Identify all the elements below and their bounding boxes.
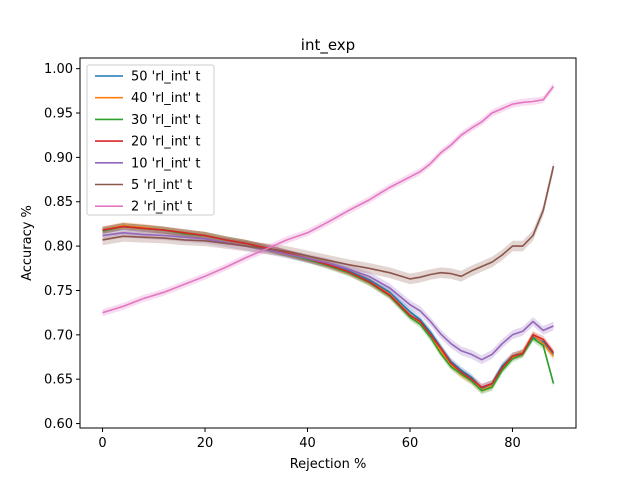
legend: 50 'rl_int' t 40 'rl_int' t 30 'rl_int' t 2…: [86, 64, 215, 216]
y-tick-label: 0.80: [44, 240, 73, 255]
chart-title: int_exp: [301, 36, 355, 55]
legend-label: 30 'rl_int' t: [131, 113, 200, 128]
x-axis-label: Rejection %: [290, 457, 367, 472]
y-tick-label: 0.65: [44, 373, 73, 388]
y-tick-label: 0.90: [44, 151, 73, 166]
band-30-rl-int-t: [102, 223, 554, 395]
x-tick-label: 0: [98, 436, 106, 451]
legend-label: 50 'rl_int' t: [131, 70, 200, 85]
legend-label: 20 'rl_int' t: [131, 135, 200, 150]
x-axis-ticks: 0 20 40 60 80: [98, 428, 521, 451]
series-line-40-rl-int-t: [102, 224, 555, 391]
x-tick-label: 80: [504, 436, 521, 451]
y-tick-label: 0.95: [44, 107, 73, 122]
y-tick-label: 0.70: [44, 328, 73, 343]
band-50-rl-int-t: [102, 223, 554, 392]
series-line-20-rl-int-t: [102, 225, 555, 389]
series-line-5-rl-int-t: [102, 166, 555, 280]
series-lines: [102, 85, 555, 392]
x-tick-label: 60: [402, 436, 419, 451]
y-tick-label: 1.00: [44, 62, 73, 77]
legend-label: 2 'rl_int' t: [131, 200, 192, 215]
series-line-2-rl-int-t: [102, 85, 555, 314]
legend-frame: [86, 64, 215, 216]
band-40-rl-int-t: [102, 222, 554, 394]
y-tick-label: 0.75: [44, 284, 73, 299]
series-line-30-rl-int-t: [102, 225, 555, 392]
legend-label: 10 'rl_int' t: [131, 156, 200, 171]
y-axis-label: Accuracy %: [20, 205, 35, 281]
band-20-rl-int-t: [102, 223, 554, 391]
plot-area-frame: [79, 57, 577, 429]
x-tick-label: 40: [299, 436, 316, 451]
band-10-rl-int-t: [102, 228, 554, 365]
y-axis-ticks: 0.60 0.65 0.70 0.75 0.80 0.85 0.90 0.95 1.00: [44, 62, 80, 432]
y-tick-label: 0.60: [44, 417, 73, 432]
y-tick-label: 0.85: [44, 195, 73, 210]
legend-label: 5 'rl_int' t: [131, 178, 192, 193]
x-tick-label: 20: [197, 436, 214, 451]
series-line-10-rl-int-t: [102, 232, 554, 361]
legend-label: 40 'rl_int' t: [131, 91, 200, 106]
series-line-50-rl-int-t: [102, 225, 555, 389]
